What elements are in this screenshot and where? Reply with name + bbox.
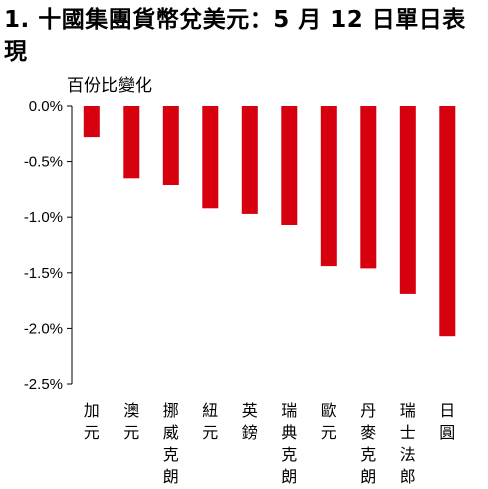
bars <box>83 106 456 337</box>
x-tick-label: 丹麥克朗 <box>360 401 376 486</box>
y-axis-ticks: 0.0% -0.5% -1.0% -1.5% -2.0% -2.5% <box>24 98 72 393</box>
x-tick-label: 歐元 <box>321 401 337 442</box>
y-tick-label: -1.0% <box>24 209 63 226</box>
x-tick-label: 瑞士法郎 <box>400 401 416 486</box>
bar <box>162 106 179 185</box>
x-tick-label: 澳元 <box>123 401 139 442</box>
y-tick-label: -2.0% <box>24 320 63 337</box>
x-tick-label: 英鎊 <box>242 401 258 442</box>
y-tick-label: -1.5% <box>24 265 63 282</box>
bar <box>123 106 140 179</box>
bar <box>83 106 100 138</box>
x-tick-label: 挪威克朗 <box>163 401 179 486</box>
y-tick-label: -2.5% <box>24 376 63 393</box>
bar <box>202 106 219 209</box>
x-tick-label: 日圓 <box>439 401 455 442</box>
x-tick-label: 紐元 <box>202 401 218 442</box>
y-axis-unit-label: 百份比變化 <box>67 76 152 96</box>
y-tick-label: 0.0% <box>29 98 63 115</box>
x-tick-label: 瑞典克朗 <box>281 401 297 486</box>
bar <box>439 106 456 337</box>
chart-title: 1. 十國集團貨幣兌美元：5 月 12 日單日表現 <box>4 7 466 65</box>
y-tick-label: -0.5% <box>24 154 63 171</box>
bar <box>241 106 258 214</box>
bar <box>320 106 337 267</box>
bar <box>360 106 377 269</box>
x-tick-label: 加元 <box>84 401 100 442</box>
bar <box>281 106 298 225</box>
bar <box>399 106 416 294</box>
